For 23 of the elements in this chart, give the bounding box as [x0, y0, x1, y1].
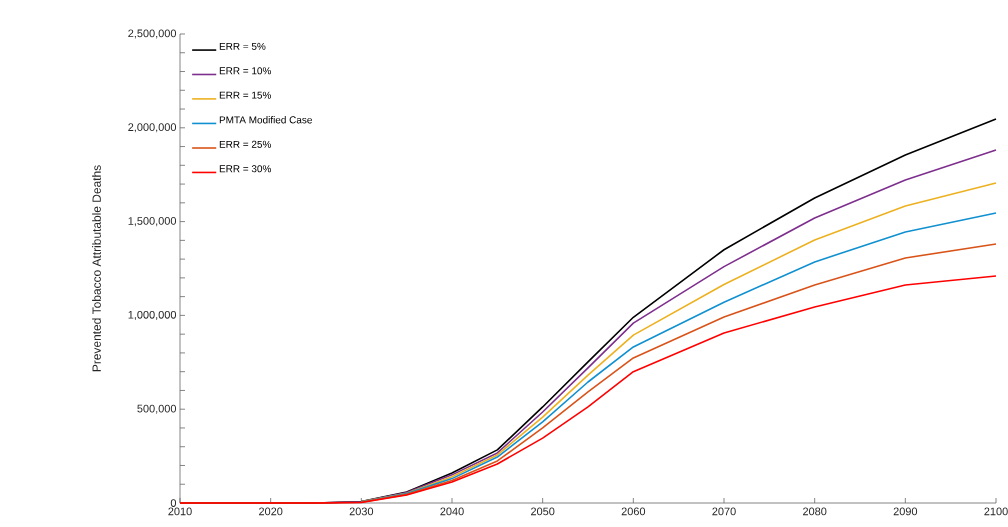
x-tick-label: 2030 — [349, 507, 374, 516]
x-tick-label: 2070 — [712, 507, 736, 516]
x-tick-label: 2050 — [531, 507, 555, 516]
y-tick-label: 2,500,000 — [128, 29, 177, 39]
x-tick-label: 2010 — [168, 507, 192, 516]
y-axis-title: Prevented Tobacco Attributable Deaths — [92, 165, 101, 372]
y-tick-label: 2,000,000 — [128, 123, 177, 133]
legend-label: ERR = 5% — [219, 42, 266, 50]
y-tick-label: 1,500,000 — [128, 217, 177, 227]
x-tick-label: 2100 — [984, 507, 1008, 516]
legend-label: PMTA Modified Case — [219, 116, 312, 124]
x-tick-label: 2060 — [621, 507, 646, 516]
legend-label: ERR = 30% — [219, 165, 271, 173]
x-tick-label: 2020 — [259, 507, 283, 516]
y-tick-label: 1,000,000 — [128, 310, 177, 320]
legend-label: ERR = 25% — [219, 140, 271, 148]
x-tick-label: 2090 — [893, 507, 918, 516]
y-tick-label: 0 — [170, 499, 177, 507]
y-tick-label: 500,000 — [137, 404, 177, 414]
x-tick-label: 2080 — [803, 507, 827, 516]
legend-label: ERR = 10% — [219, 67, 271, 75]
legend-label: ERR = 15% — [219, 91, 271, 99]
x-tick-label: 2040 — [440, 507, 464, 516]
